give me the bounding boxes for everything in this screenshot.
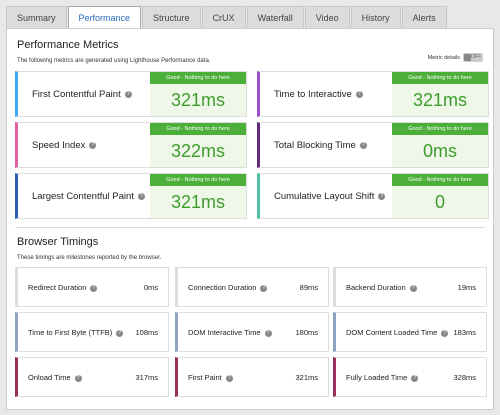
grade-box: Good - Nothing to do here 0ms (392, 123, 488, 167)
metric-name: Cumulative Layout Shift? (274, 191, 386, 202)
metric-status: Good - Nothing to do here (150, 72, 246, 84)
section-description: The following metrics are generated usin… (17, 58, 211, 64)
metric-card: First Contentful Paint? Good - Nothing to… (15, 71, 247, 117)
help-icon[interactable]: ? (441, 329, 449, 337)
timing-name: Redirect Duration? (28, 283, 98, 292)
timing-value: 321ms (295, 373, 318, 382)
help-icon[interactable]: ? (359, 141, 367, 149)
metric-value: 321ms (170, 192, 226, 212)
metric-status: Good - Nothing to do here (150, 174, 246, 186)
help-icon[interactable]: ? (411, 374, 419, 382)
metric-value: 0 (434, 192, 445, 212)
help-icon[interactable]: ? (116, 329, 124, 337)
timing-name: Backend Duration? (346, 283, 417, 292)
timing-value: 317ms (135, 373, 158, 382)
help-icon[interactable]: ? (264, 329, 272, 337)
timing-name: Time to First Byte (TTFB)? (28, 328, 124, 337)
timing-value: 180ms (295, 328, 318, 337)
help-icon[interactable]: ? (355, 90, 363, 98)
tab[interactable]: Alerts (401, 6, 447, 29)
metric-card: Cumulative Layout Shift? Good - Nothing t… (257, 173, 489, 219)
timing-card: Redirect Duration? 0ms (15, 267, 169, 307)
timing-name: Fully Loaded Time? (346, 373, 419, 382)
timing-value: 19ms (457, 283, 476, 292)
timing-value: 89ms (299, 283, 318, 292)
panel: Performance Metrics The following metric… (6, 28, 494, 410)
help-icon[interactable]: ? (225, 374, 233, 382)
timing-card: DOM Interactive Time? 180ms (175, 312, 329, 352)
metric-value: 322ms (170, 141, 226, 161)
timing-value: 108ms (135, 328, 158, 337)
metric-card: Total Blocking Time? Good - Nothing to do… (257, 122, 489, 168)
grade-box: Good - Nothing to do here 321ms (150, 174, 246, 218)
metric-value: 321ms (170, 90, 226, 110)
metric-name: First Contentful Paint? (32, 89, 132, 100)
grade-box: Good - Nothing to do here 0 (392, 174, 488, 218)
timing-name: Connection Duration? (188, 283, 268, 292)
metric-card: Largest Contentful Paint? Good - Nothing … (15, 173, 247, 219)
help-icon[interactable]: ? (260, 284, 268, 292)
metric-status: Good - Nothing to do here (392, 123, 488, 135)
section-description: These timings are milestones reported by… (17, 255, 162, 261)
tab[interactable]: Waterfall (246, 6, 304, 29)
tab[interactable]: Structure (142, 6, 201, 29)
timing-name: Onload Time? (28, 373, 82, 382)
section-title: Performance Metrics (17, 39, 119, 51)
metric-value: 321ms (412, 90, 468, 110)
help-icon[interactable]: ? (124, 90, 132, 98)
help-icon[interactable]: ? (137, 192, 145, 200)
timing-card: Connection Duration? 89ms (175, 267, 329, 307)
grade-box: Good - Nothing to do here 321ms (150, 72, 246, 116)
timing-card: Time to First Byte (TTFB)? 108ms (15, 312, 169, 352)
timing-card: First Paint? 321ms (175, 357, 329, 397)
timing-value: 183ms (453, 328, 476, 337)
timing-value: 328ms (453, 373, 476, 382)
metric-name: Total Blocking Time? (274, 140, 367, 151)
metric-name: Speed Index? (32, 140, 97, 151)
switch[interactable]: OFF (463, 53, 483, 62)
metric-card: Speed Index? Good - Nothing to do here 322… (15, 122, 247, 168)
tab[interactable]: Performance (67, 6, 142, 29)
timing-value: 0ms (143, 283, 158, 292)
timing-name: DOM Content Loaded Time? (346, 328, 449, 337)
timing-name: DOM Interactive Time? (188, 328, 272, 337)
toggle-label: Metric details (427, 54, 460, 61)
tab-bar: Summary Performance Structure CrUX Waterfall… (6, 6, 448, 29)
help-icon[interactable]: ? (409, 284, 417, 292)
metric-name: Largest Contentful Paint? (32, 191, 145, 202)
toggle[interactable]: Metric details OFF (428, 53, 483, 62)
metric-status: Good - Nothing to do here (392, 72, 488, 84)
timing-card: DOM Content Loaded Time? 183ms (333, 312, 487, 352)
metric-status: Good - Nothing to do here (150, 123, 246, 135)
metric-value: 0ms (422, 141, 457, 161)
grade-box: Good - Nothing to do here 321ms (392, 72, 488, 116)
timing-card: Backend Duration? 19ms (333, 267, 487, 307)
tab[interactable]: Summary (6, 6, 67, 29)
timing-card: Onload Time? 317ms (15, 357, 169, 397)
timing-name: First Paint? (188, 373, 233, 382)
help-icon[interactable]: ? (89, 141, 97, 149)
tab[interactable]: History (350, 6, 401, 29)
timing-card: Fully Loaded Time? 328ms (333, 357, 487, 397)
metric-name: Time to Interactive? (274, 89, 363, 100)
help-icon[interactable]: ? (90, 284, 98, 292)
metric-card: Time to Interactive? Good - Nothing to do… (257, 71, 489, 117)
tab[interactable]: Video (304, 6, 350, 29)
tab[interactable]: CrUX (201, 6, 246, 29)
help-icon[interactable]: ? (378, 192, 386, 200)
grade-box: Good - Nothing to do here 322ms (150, 123, 246, 167)
help-icon[interactable]: ? (74, 374, 82, 382)
metric-status: Good - Nothing to do here (392, 174, 488, 186)
divider (15, 227, 485, 228)
section-title: Browser Timings (17, 236, 99, 248)
